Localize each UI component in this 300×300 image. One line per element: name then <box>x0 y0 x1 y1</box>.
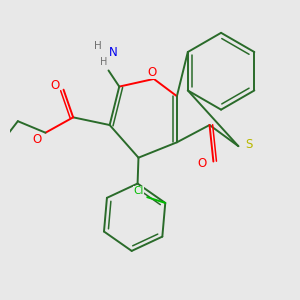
Text: H: H <box>100 57 108 67</box>
Text: Cl: Cl <box>133 186 144 197</box>
Text: H: H <box>94 41 102 51</box>
Text: O: O <box>32 133 42 146</box>
Text: O: O <box>197 157 206 170</box>
Text: O: O <box>147 65 157 79</box>
Text: O: O <box>50 79 60 92</box>
Text: S: S <box>245 138 253 151</box>
Text: N: N <box>109 46 118 59</box>
